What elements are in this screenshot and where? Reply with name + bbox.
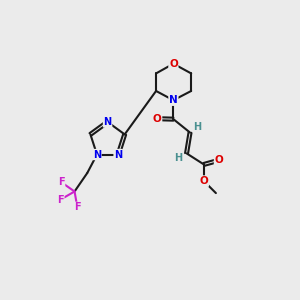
- Text: O: O: [214, 155, 223, 165]
- Text: N: N: [93, 149, 101, 160]
- Text: N: N: [103, 117, 112, 127]
- Text: O: O: [153, 114, 162, 124]
- Text: F: F: [74, 202, 81, 212]
- Text: O: O: [200, 176, 208, 186]
- Text: N: N: [114, 149, 122, 160]
- Text: O: O: [169, 59, 178, 69]
- Text: F: F: [58, 177, 64, 187]
- Text: H: H: [193, 122, 202, 133]
- Text: N: N: [169, 95, 178, 105]
- Text: F: F: [57, 195, 64, 205]
- Text: H: H: [174, 152, 182, 163]
